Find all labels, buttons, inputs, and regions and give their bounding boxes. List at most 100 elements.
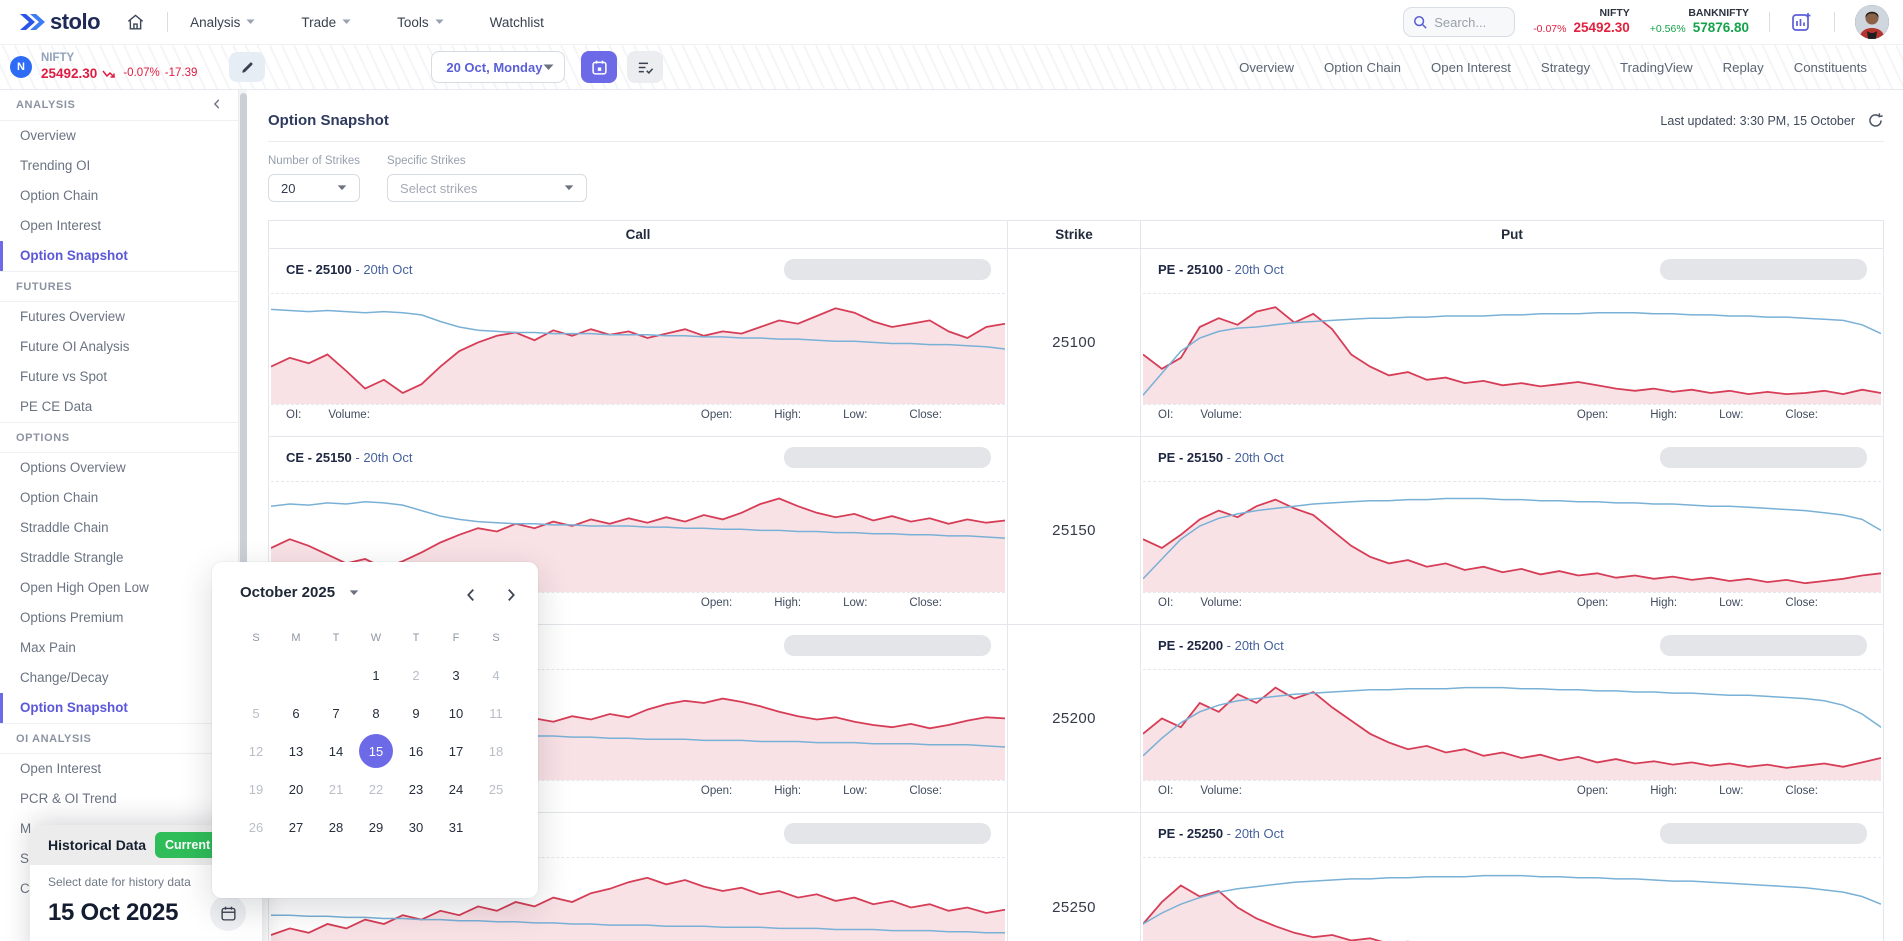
sidebar-item-s[interactable]: S — [20, 851, 29, 866]
search-box[interactable] — [1403, 7, 1516, 37]
calendar-empty-cell — [276, 656, 316, 694]
symbol-link-option-chain[interactable]: Option Chain — [1324, 59, 1402, 75]
calendar-day-9[interactable]: 9 — [396, 694, 436, 732]
symbol-link-strategy[interactable]: Strategy — [1540, 59, 1591, 75]
sidebar-item-option-snapshot[interactable]: Option Snapshot — [0, 693, 238, 723]
stolo-logo[interactable]: stolo — [18, 9, 101, 35]
sidebar-item-open-high-open-low[interactable]: Open High Open Low — [20, 580, 149, 595]
calendar-day-8[interactable]: 8 — [356, 694, 396, 732]
sidebar-item-open-interest[interactable]: Open Interest — [20, 218, 102, 233]
sidebar-item-option-chain[interactable]: Option Chain — [20, 490, 99, 505]
symbol-link-open-interest[interactable]: Open Interest — [1431, 59, 1511, 75]
calendar-day-29[interactable]: 29 — [356, 808, 396, 846]
chart-title-expiry: - 20th Oct — [1223, 262, 1284, 277]
user-avatar[interactable] — [1855, 5, 1889, 39]
sidebar-item-pcr-oi-trend[interactable]: PCR & OI Trend — [20, 791, 117, 806]
sidebar-item-straddle-strangle[interactable]: Straddle Strangle — [20, 550, 124, 565]
watchlist-edit-button[interactable] — [627, 51, 664, 83]
calendar-day-label: 8 — [372, 705, 380, 721]
top-menu-item-label: Tools — [397, 14, 429, 30]
ticker-nifty[interactable]: NIFTY -0.07% 25492.30 — [1533, 7, 1630, 37]
home-button[interactable] — [126, 13, 145, 32]
sidebar-item-future-vs-spot[interactable]: Future vs Spot — [20, 369, 108, 384]
chart-footer: OI: Volume: Open: High: Low: Close: — [286, 409, 990, 421]
calendar-day-10[interactable]: 10 — [436, 694, 476, 732]
calendar-day-1[interactable]: 1 — [356, 656, 396, 694]
top-menu-item-trade[interactable]: Trade — [301, 15, 351, 30]
calendar-toggle-button[interactable] — [581, 51, 618, 83]
calendar-next-month-button[interactable] — [502, 586, 520, 604]
sidebar-item-options-overview[interactable]: Options Overview — [20, 460, 126, 475]
sidebar-item-open-interest[interactable]: Open Interest — [20, 761, 102, 776]
refresh-icon[interactable] — [1867, 112, 1884, 129]
sidebar-item-trending-oi[interactable]: Trending OI — [20, 158, 91, 173]
footer-label: Open: — [700, 409, 733, 421]
sidebar-item-max-pain[interactable]: Max Pain — [20, 640, 76, 655]
symbol-link-overview[interactable]: Overview — [1239, 59, 1295, 75]
sidebar-item-change-decay[interactable]: Change/Decay — [20, 670, 109, 685]
edit-symbol-button[interactable] — [229, 52, 266, 82]
strike-value: 25150 — [1007, 437, 1140, 624]
sidebar-item-options-premium[interactable]: Options Premium — [20, 610, 124, 625]
calendar-month-dropdown[interactable]: October 2025 — [240, 584, 359, 601]
sidebar-item-option-snapshot[interactable]: Option Snapshot — [0, 241, 238, 271]
calendar-day-16[interactable]: 16 — [396, 732, 436, 770]
sidebar-item-m[interactable]: M — [20, 821, 32, 836]
number-of-strikes-select[interactable]: 20 — [268, 174, 360, 202]
sidebar-item-straddle-chain[interactable]: Straddle Chain — [20, 520, 109, 535]
calendar-day-24[interactable]: 24 — [436, 770, 476, 808]
calendar-day-27[interactable]: 27 — [276, 808, 316, 846]
calendar-prev-month-button[interactable] — [462, 586, 480, 604]
history-calendar-button[interactable] — [210, 895, 246, 931]
calendar-day-label: 7 — [332, 705, 340, 721]
top-menu-item-analysis[interactable]: Analysis — [190, 15, 255, 30]
calendar-day-13[interactable]: 13 — [276, 732, 316, 770]
search-input[interactable] — [1434, 14, 1505, 30]
sidebar-item-pe-ce-data[interactable]: PE CE Data — [20, 399, 93, 414]
footer-label: Open: — [700, 785, 733, 797]
symbol-summary[interactable]: NIFTY 25492.30 -0.07% -17.39 — [41, 52, 197, 82]
calendar-day-20[interactable]: 20 — [276, 770, 316, 808]
sidebar-collapse-icon[interactable] — [210, 97, 224, 111]
sidebar-scrollbar-thumb[interactable] — [240, 93, 247, 938]
sidebar-item-c[interactable]: C — [20, 881, 30, 896]
calendar-day-14[interactable]: 14 — [316, 732, 356, 770]
expiry-date-select[interactable]: 20 Oct, Monday — [431, 51, 566, 83]
top-menu-item-tools[interactable]: Tools — [397, 15, 444, 30]
calendar-day-6[interactable]: 6 — [276, 694, 316, 732]
sidebar-item-futures-overview[interactable]: Futures Overview — [20, 309, 125, 324]
calendar-day-12: 12 — [236, 732, 276, 770]
add-chart-button[interactable] — [1790, 10, 1814, 34]
put-chart-title: PE - 25200 - 20th Oct — [1158, 638, 1284, 653]
sidebar-item-option-chain[interactable]: Option Chain — [20, 188, 99, 203]
calendar-day-31[interactable]: 31 — [436, 808, 476, 846]
table-header-call: Call — [625, 227, 651, 242]
symbol-link-tradingview[interactable]: TradingView — [1620, 59, 1693, 75]
calendar-day-15[interactable]: 15 — [356, 732, 396, 770]
history-date-control[interactable]: 15 Oct 2025 — [48, 895, 246, 931]
footer-label: Close: — [1785, 597, 1818, 609]
calendar-day-3[interactable]: 3 — [436, 656, 476, 694]
calendar-day-30[interactable]: 30 — [396, 808, 436, 846]
ticker-banknifty[interactable]: BANKNIFTY +0.56% 57876.80 — [1650, 7, 1749, 37]
calendar-day-23[interactable]: 23 — [396, 770, 436, 808]
sidebar-item-overview[interactable]: Overview — [20, 128, 76, 143]
specific-strikes-select[interactable]: Select strikes — [387, 174, 588, 202]
price-oi-chart — [1143, 482, 1881, 592]
calendar-day-label: 28 — [328, 819, 344, 835]
calendar-day-17[interactable]: 17 — [436, 732, 476, 770]
table-header-row: Call Strike Put — [269, 221, 1883, 249]
calendar-day-28[interactable]: 28 — [316, 808, 356, 846]
calendar-day-label: 16 — [408, 743, 424, 759]
oi-line — [1143, 499, 1881, 579]
symbol-link-replay[interactable]: Replay — [1722, 59, 1764, 75]
symbol-link-constituents[interactable]: Constituents — [1793, 59, 1867, 75]
chart-footer: OI: Volume: Open: High: Low: Close: — [1158, 597, 1866, 609]
calendar-day-label: 3 — [452, 667, 460, 683]
analysis-sidebar: ANALYSIS Overview Trending OI Option Chain O… — [0, 90, 238, 941]
top-menu-item-watchlist[interactable]: Watchlist — [490, 15, 544, 30]
put-chart-title: PE - 25250 - 20th Oct — [1158, 826, 1284, 841]
calendar-day-7[interactable]: 7 — [316, 694, 356, 732]
sidebar-item-future-oi-analysis[interactable]: Future OI Analysis — [20, 339, 130, 354]
